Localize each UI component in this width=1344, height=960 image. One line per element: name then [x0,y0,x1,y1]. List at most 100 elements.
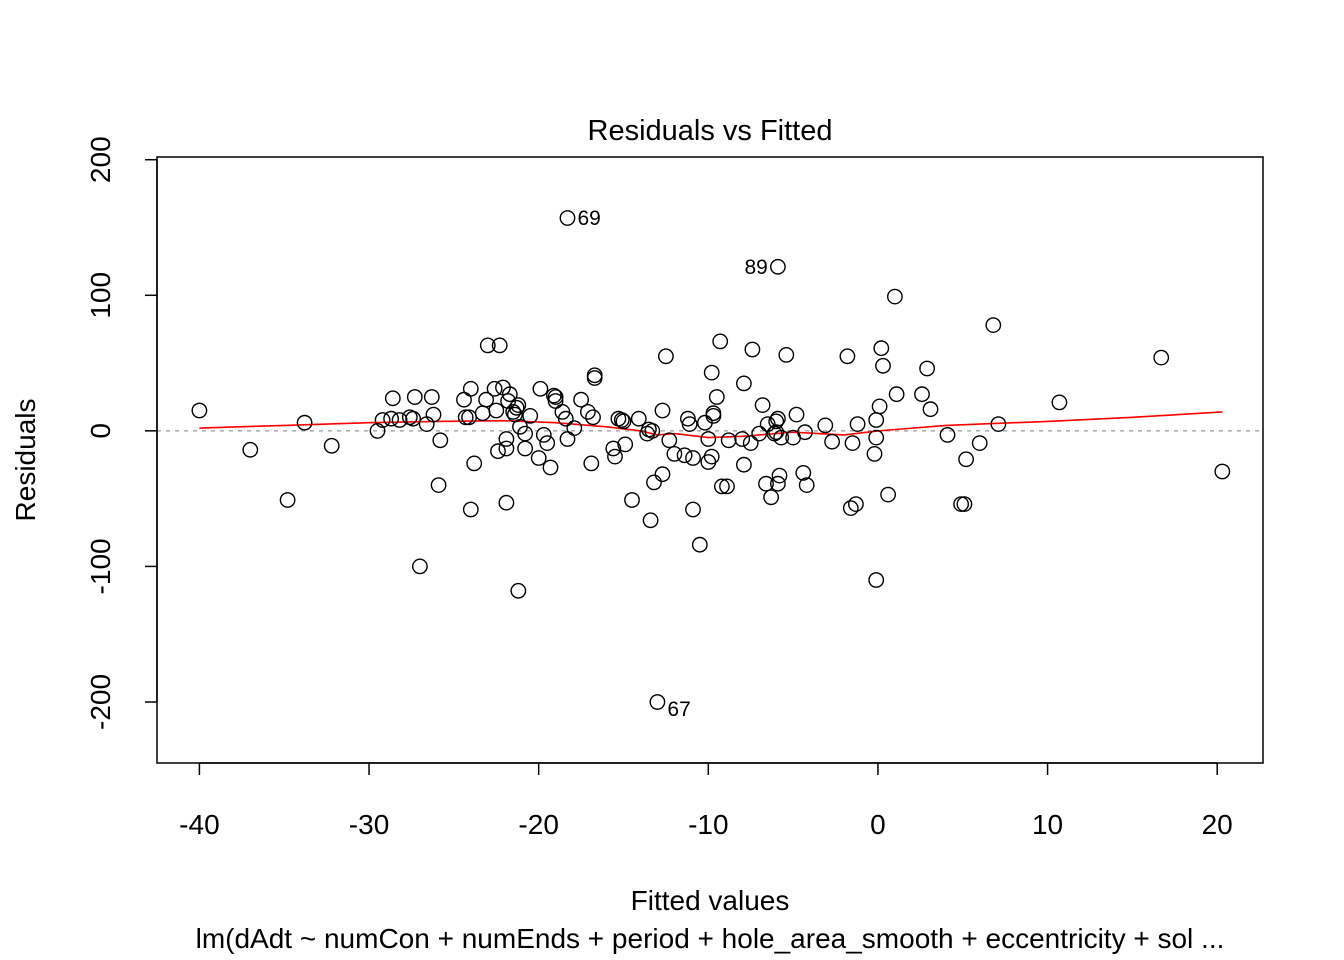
residual-point [432,432,449,449]
residual-point [744,341,761,358]
residual-point [719,478,735,495]
residual-point [490,443,506,460]
residual-point [323,437,340,454]
points-layer [191,210,1231,710]
residual-point [615,413,632,430]
residual-point [685,450,701,466]
residual-point [583,455,600,472]
residual-point [681,416,698,432]
residual-point [557,410,574,427]
y-tick-label: -200 [85,674,116,730]
residual-point [607,448,623,465]
residual-point [547,393,564,409]
residual-point [654,402,671,419]
residual-point [510,582,527,599]
residual-point [369,422,386,439]
residual-point [658,348,674,365]
residual-point [532,380,549,397]
residual-point [705,405,722,422]
residual-point [953,496,969,512]
residual-point [491,337,508,354]
residual-point [871,398,888,415]
residual-point [788,406,805,423]
residual-point [411,558,428,575]
residual-point [849,416,866,432]
residual-point [646,474,662,491]
x-tick-label: -20 [518,809,558,840]
residual-point [406,389,423,405]
residual-point [1214,463,1231,480]
residual-point [708,389,725,405]
residual-point [985,317,1002,333]
residual-point [642,512,659,529]
x-tick-label: -40 [179,809,219,840]
residual-point [462,380,479,397]
residual-point [644,422,661,439]
residual-point [522,407,539,424]
residual-point [191,402,208,419]
residual-point [736,375,752,392]
residual-point [848,496,864,512]
residual-point [875,357,891,374]
residual-point [585,409,601,426]
residual-point [958,451,974,468]
residual-point [768,413,785,430]
residual-point [430,477,447,493]
residual-point [649,694,666,710]
residual-point [666,445,683,462]
residual-point [624,492,640,508]
residual-point [842,500,859,516]
residual-point [391,412,408,428]
residual-point [919,360,935,377]
residual-point [751,425,768,442]
residual-point [383,410,399,427]
residual-point [580,403,596,420]
plot-frame [156,156,1264,764]
residual-point [956,496,973,512]
residual-point [542,459,559,476]
residual-point [763,489,779,506]
residual-point [654,466,671,483]
residual-point [486,380,503,397]
residual-point [384,390,401,407]
residual-point [880,486,896,503]
x-tick-label: 10 [1032,809,1063,840]
residual-point [605,440,622,457]
residual-point [873,340,890,357]
residual-point [296,414,313,431]
residual-point [535,426,552,443]
y-axis: -200 -100 0 100 200 [85,136,158,730]
x-tick-label: -30 [349,809,389,840]
residual-point [374,412,391,428]
residual-point [501,386,518,403]
outlier-label: 67 [667,698,690,721]
x-axis: -40 -30 -20 -10 0 10 20 [179,762,1233,840]
residual-point [771,467,788,484]
residual-point [844,435,861,451]
residual-point [547,389,564,405]
residual-point [703,448,720,465]
y-tick-label: 0 [85,423,116,439]
residual-point [714,478,730,495]
smoother-line [199,411,1223,439]
residual-point [474,405,491,422]
residual-point [734,431,751,447]
residual-point [868,412,885,428]
residual-point [479,337,496,354]
residual-point [517,425,533,442]
residual-point [798,477,815,493]
residual-point [742,435,759,451]
y-tick-label: 100 [85,272,116,319]
residual-point [498,431,515,447]
point-labels-layer: 69 89 67 [578,207,768,721]
residual-point [559,210,576,226]
residual-point [405,410,421,427]
residual-point [517,440,533,457]
residual-point [617,436,634,453]
residual-point [736,456,752,473]
residual-point [922,401,939,418]
residual-point [425,406,442,423]
residual-point [1153,349,1170,366]
residual-point [461,409,477,426]
residual-point [498,440,515,457]
